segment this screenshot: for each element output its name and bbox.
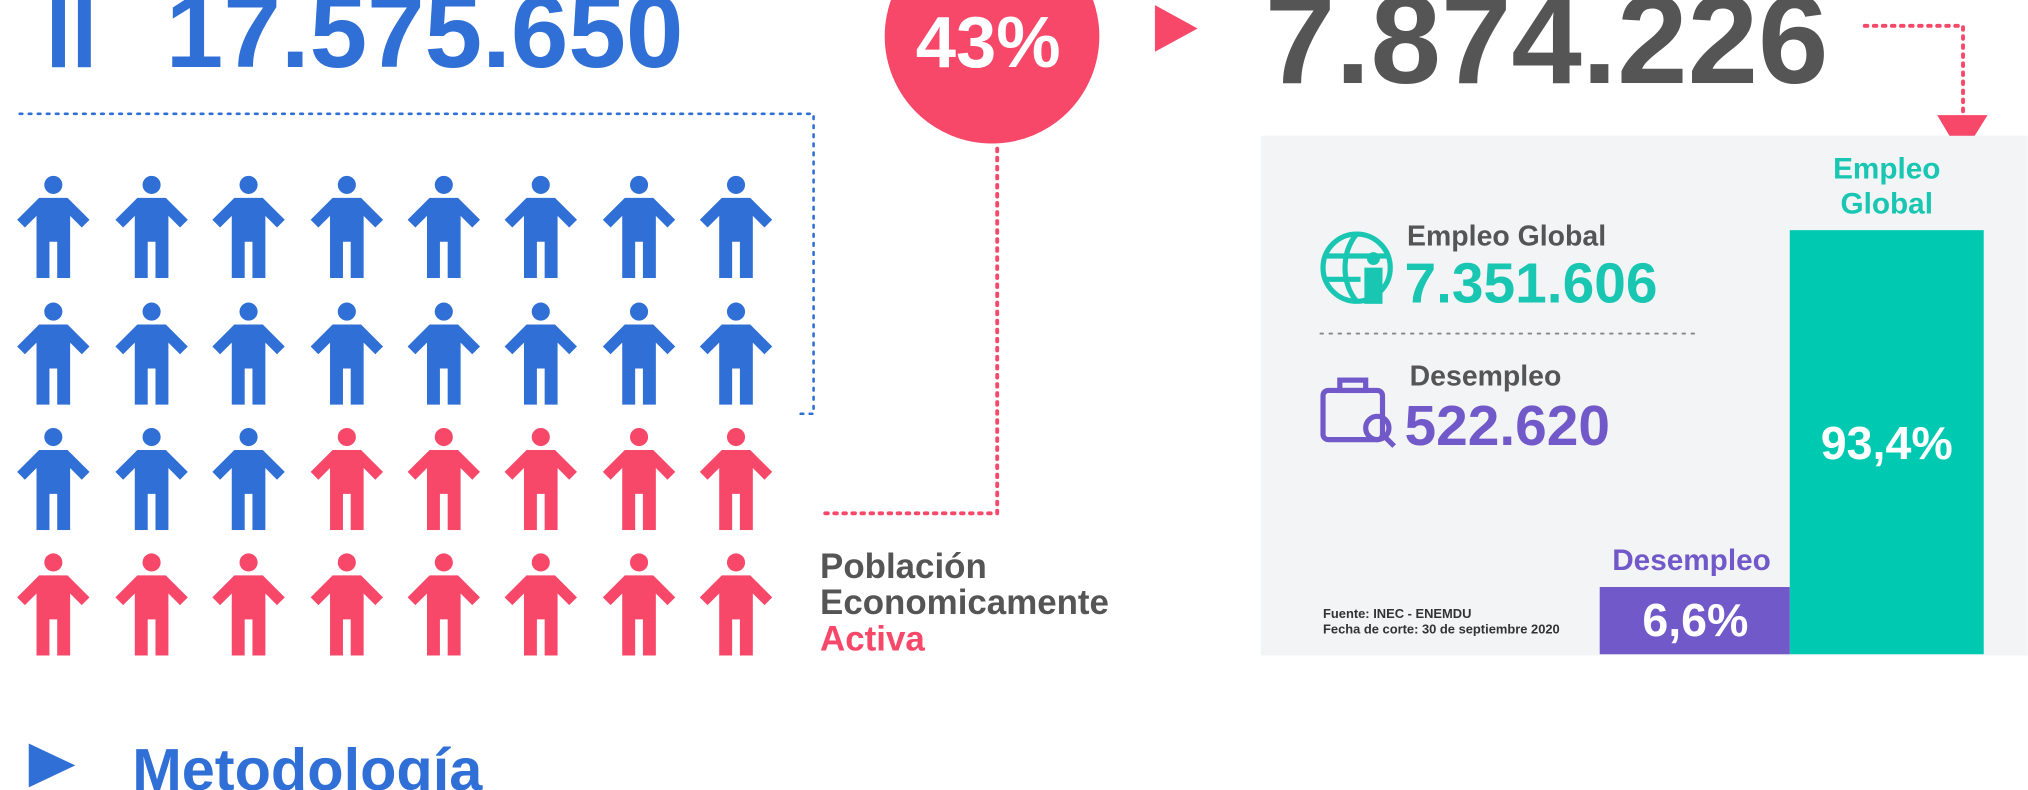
pea-total: 7.874.226 — [1265, 0, 1829, 110]
unemployed-bar — [1599, 587, 1790, 655]
bar-label: Empleo — [1833, 152, 1940, 185]
icon-part — [1364, 267, 1383, 304]
bar-value: 6,6% — [1642, 594, 1748, 646]
connector — [820, 146, 1000, 516]
pea-label: Población — [820, 547, 987, 586]
unemployed-value: 522.620 — [1404, 394, 1610, 458]
employed-value: 7.351.606 — [1404, 252, 1657, 316]
section-title: Metodología — [132, 736, 483, 790]
pictogram-blue — [17, 175, 773, 531]
connector — [18, 112, 815, 416]
person-icon-part — [77, 0, 91, 68]
arrow — [1154, 5, 1198, 52]
bar-label: Desempleo — [1612, 544, 1771, 577]
pea-label: Economicamente — [820, 583, 1109, 622]
bar-label: Global — [1841, 187, 1933, 220]
pea-label: Activa — [820, 619, 925, 658]
pea-circle — [884, 0, 1100, 144]
bar-value: 93,4% — [1821, 417, 1953, 469]
employed-label: Empleo Global — [1407, 221, 1606, 253]
unemployed-label: Desempleo — [1410, 360, 1562, 392]
briefcase-icon — [1320, 377, 1396, 448]
source: Fuente: INEC - ENEMDU — [1323, 606, 1471, 621]
person-icon-part — [52, 0, 65, 68]
source: Fecha de corte: 30 de septiembre 2020 — [1323, 622, 1560, 637]
connector — [1862, 23, 1965, 119]
employed-bar — [1789, 230, 1984, 655]
population-total: 17.575.650 — [166, 0, 684, 89]
pea-percent: 43% — [916, 2, 1061, 83]
icon-part — [1366, 252, 1380, 266]
arrow — [28, 743, 76, 788]
